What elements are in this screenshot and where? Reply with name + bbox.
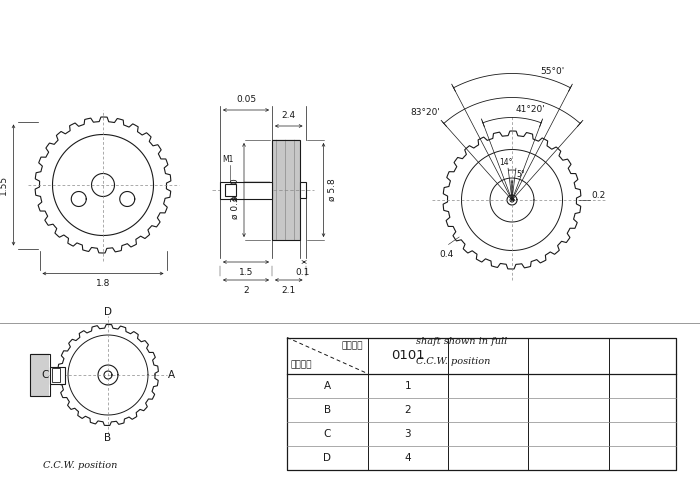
Text: 4: 4 bbox=[405, 453, 411, 463]
Text: 1.8: 1.8 bbox=[96, 280, 110, 288]
Text: ø 0.3: ø 0.3 bbox=[231, 196, 240, 220]
Text: 位置代碼: 位置代碼 bbox=[291, 360, 312, 370]
Text: 0.05: 0.05 bbox=[236, 95, 256, 104]
Text: 2.1: 2.1 bbox=[281, 286, 296, 295]
Text: C: C bbox=[323, 429, 331, 439]
Text: 0101: 0101 bbox=[391, 349, 425, 362]
Text: D: D bbox=[323, 453, 331, 463]
Bar bbox=[50, 366, 65, 384]
Text: 55°0': 55°0' bbox=[540, 67, 564, 76]
Bar bbox=[225, 184, 236, 196]
Text: C.C.W. position: C.C.W. position bbox=[43, 461, 118, 470]
Text: 83°20': 83°20' bbox=[410, 108, 440, 118]
Text: ø 5.0: ø 5.0 bbox=[231, 178, 240, 202]
Text: 0.4: 0.4 bbox=[440, 250, 454, 258]
Text: 5°: 5° bbox=[516, 170, 525, 179]
Text: A: A bbox=[167, 370, 174, 380]
Text: shaft shown in full: shaft shown in full bbox=[416, 338, 508, 346]
Bar bbox=[52, 368, 60, 382]
Text: 1.55: 1.55 bbox=[0, 175, 8, 195]
Text: 2.4: 2.4 bbox=[281, 111, 296, 120]
Text: ø 5.8: ø 5.8 bbox=[328, 178, 337, 202]
Text: 1: 1 bbox=[405, 380, 411, 390]
Text: 0.2: 0.2 bbox=[592, 190, 606, 200]
Text: C.C.W. position: C.C.W. position bbox=[416, 358, 491, 366]
Text: A: A bbox=[323, 380, 331, 390]
Text: 14°: 14° bbox=[500, 158, 513, 167]
Text: 2: 2 bbox=[405, 404, 411, 414]
Bar bbox=[30, 354, 50, 396]
Bar bbox=[220, 182, 272, 198]
Text: 3: 3 bbox=[405, 429, 411, 439]
Text: 0.1: 0.1 bbox=[295, 268, 310, 277]
Text: 2: 2 bbox=[243, 286, 248, 295]
Text: 字模代碼: 字模代碼 bbox=[341, 342, 363, 350]
Text: M1: M1 bbox=[222, 155, 233, 164]
Text: B: B bbox=[323, 404, 331, 414]
Bar bbox=[300, 182, 305, 198]
Text: 1.5: 1.5 bbox=[239, 268, 253, 277]
Text: 41°20': 41°20' bbox=[516, 104, 546, 114]
Text: C: C bbox=[41, 370, 49, 380]
Bar bbox=[272, 140, 300, 240]
Text: B: B bbox=[104, 433, 111, 443]
Text: D: D bbox=[104, 307, 112, 317]
